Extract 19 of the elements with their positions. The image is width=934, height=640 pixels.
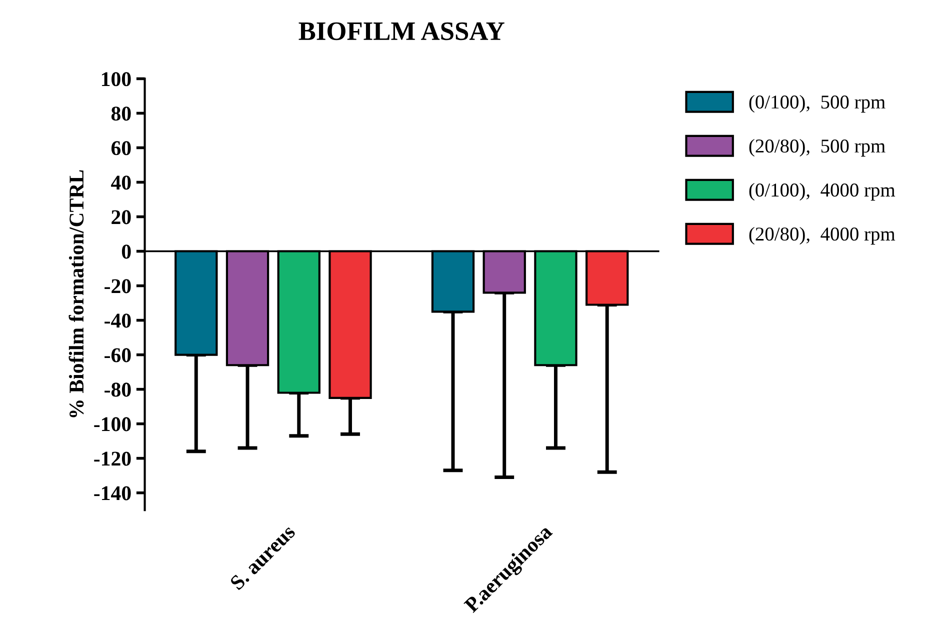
legend-label: (0/100), 4000 rpm (749, 182, 896, 201)
legend-label: (20/80), 4000 rpm (749, 226, 896, 245)
y-tick-label: 60 (111, 141, 131, 156)
y-tick-label: -100 (94, 417, 131, 432)
chart-title: BIOFILM ASSAY (298, 22, 504, 40)
y-tick-label: 0 (122, 244, 131, 259)
legend-label: (20/80), 500 rpm (749, 138, 886, 157)
y-tick-label: 20 (112, 210, 131, 224)
y-tick-label: -20 (104, 279, 131, 294)
y-tick-label: 40 (111, 176, 131, 190)
y-axis-title: % Biofilm formation/CTRL (68, 170, 84, 418)
y-tick-label: -140 (94, 486, 131, 500)
y-tick-label: 100 (102, 72, 131, 86)
legend-label: (0/100), 500 rpm (749, 94, 886, 113)
y-tick-label: -40 (104, 314, 131, 328)
y-tick-label: 80 (111, 106, 131, 121)
y-tick-label: -120 (94, 452, 131, 466)
y-tick-label: -80 (104, 382, 131, 397)
y-tick-label: -60 (104, 348, 131, 362)
